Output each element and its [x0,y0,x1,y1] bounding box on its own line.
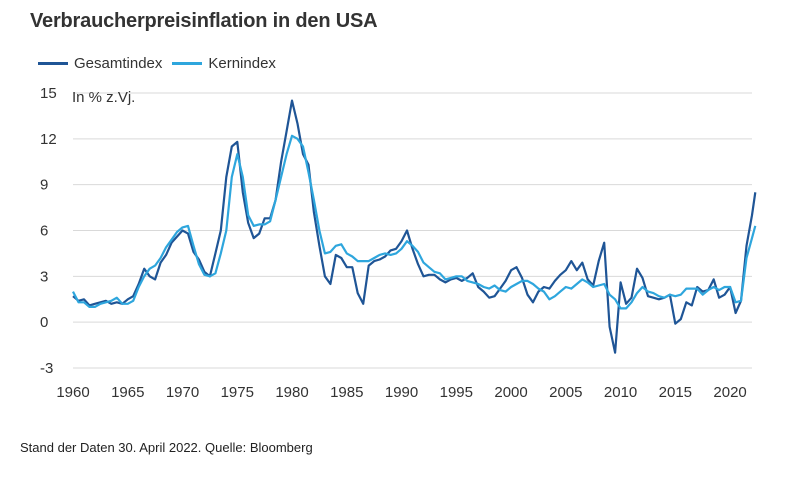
gridlines [73,92,752,369]
x-tick-label: 2000 [494,384,527,401]
x-tick-label: 2005 [549,384,582,401]
legend: Gesamtindex Kernindex [38,55,276,72]
y-tick-label: 0 [40,314,48,331]
x-tick-label: 1995 [440,384,473,401]
x-tick-label: 1970 [166,384,199,401]
x-tick-label: 2015 [659,384,692,401]
y-unit-label: In % z.Vj. [72,89,135,106]
footnote: Stand der Daten 30. April 2022. Quelle: … [20,440,313,455]
x-tick-label: 2020 [713,384,746,401]
legend-item-gesamtindex: Gesamtindex [38,55,162,72]
legend-swatch-kernindex [172,62,203,65]
series-line-kernindex [72,134,757,310]
x-tick-label: 2010 [604,384,637,401]
legend-label-kernindex: Kernindex [208,55,276,72]
y-tick-label: -3 [40,360,53,377]
x-tick-label: 1965 [111,384,144,401]
x-tick-label: 1985 [330,384,363,401]
chart-title: Verbraucherpreisinflation in den USA [30,10,378,32]
x-tick-label: 1980 [275,384,308,401]
y-tick-label: 6 [40,223,48,240]
legend-label-gesamtindex: Gesamtindex [74,55,163,72]
y-tick-label: 15 [40,85,57,102]
y-tick-label: 9 [40,177,48,194]
series-line-gesamtindex [72,99,757,354]
legend-swatch-gesamtindex [38,62,68,65]
series-lines [72,99,757,354]
x-tick-label: 1990 [385,384,418,401]
x-tick-label: 1960 [56,384,89,401]
x-axis-ticks: 1960 1965 1970 1975 1980 1985 1990 1995 2000 2005… [56,384,746,401]
y-axis-ticks: -3 0 3 6 9 12 15 [40,85,57,377]
legend-item-kernindex: Kernindex [172,55,276,72]
x-tick-label: 1975 [221,384,254,401]
y-tick-label: 12 [40,131,57,148]
y-tick-label: 3 [40,268,48,285]
